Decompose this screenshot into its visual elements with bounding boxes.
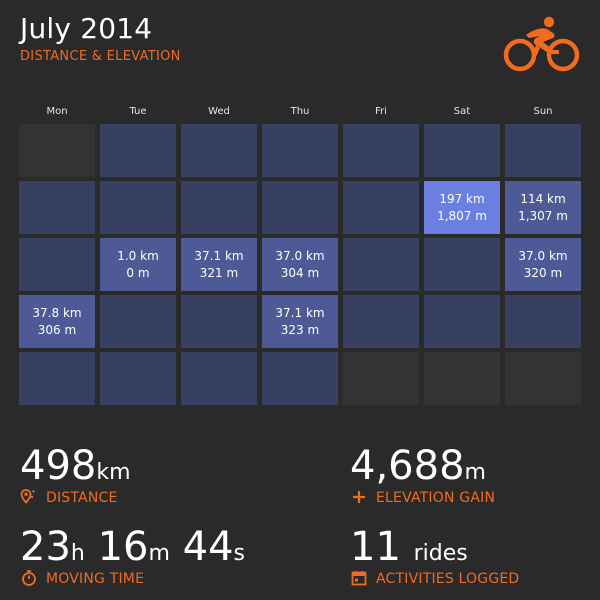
moving-time-hours: 23: [20, 524, 71, 570]
activities-unit: rides: [413, 541, 468, 566]
calendar-day-cell: [343, 352, 419, 405]
calendar-day-cell[interactable]: [424, 238, 500, 291]
calendar-day-cell[interactable]: [181, 295, 257, 348]
calendar-day-cell[interactable]: 37.1 km 323 m: [262, 295, 338, 348]
weekday-label: Mon: [46, 106, 68, 117]
elevation-value: 4,688: [350, 443, 465, 489]
calendar-day-cell[interactable]: [181, 124, 257, 177]
activities-value: 11: [350, 524, 401, 570]
distance-stat: 498km DISTANCE: [20, 444, 131, 506]
moving-time-stat: 23h 16m 44s MOVING TIME: [20, 525, 245, 587]
calendar-day-cell[interactable]: [100, 295, 176, 348]
activities-value-row: 11 rides: [350, 525, 468, 576]
calendar-day-cell[interactable]: [19, 181, 95, 234]
distance-value: 498: [20, 443, 97, 489]
calendar-day-cell[interactable]: 197 km 1,807 m: [424, 181, 500, 234]
calendar-day-cell[interactable]: [100, 352, 176, 405]
day-distance: 1.0 km: [117, 248, 159, 263]
cyclist-icon: [503, 16, 580, 72]
calendar-day-cell[interactable]: 37.0 km 320 m: [505, 238, 581, 291]
distance-unit: km: [96, 460, 131, 485]
day-elevation: 1,307 m: [518, 208, 568, 223]
weekday-label: Sun: [533, 106, 553, 117]
day-distance: 37.0 km: [518, 248, 568, 263]
day-distance: 37.1 km: [194, 248, 244, 263]
calendar-day-cell[interactable]: 37.8 km 306 m: [19, 295, 95, 348]
moving-time-hours-unit: h: [70, 541, 85, 566]
calendar-day-cell[interactable]: [262, 352, 338, 405]
weekday-label: Sat: [453, 106, 471, 117]
activities-label: ACTIVITIES LOGGED: [376, 571, 520, 587]
calendar-day-cell[interactable]: [19, 238, 95, 291]
day-distance: 197 km: [439, 191, 485, 206]
elevation-label: ELEVATION GAIN: [376, 490, 496, 506]
moving-time-minutes-unit: m: [148, 541, 170, 566]
calendar-day-cell[interactable]: [424, 295, 500, 348]
calendar-day-cell[interactable]: [343, 181, 419, 234]
weekday-label: Tue: [129, 106, 147, 117]
moving-time-minutes: 16: [97, 524, 149, 570]
day-elevation: 0 m: [126, 265, 150, 280]
day-elevation: 304 m: [280, 265, 320, 280]
calendar-day-cell[interactable]: 114 km 1,307 m: [505, 181, 581, 234]
plus-icon: [353, 491, 365, 503]
moving-time-value-row: 23h 16m 44s: [20, 525, 245, 576]
day-elevation: 323 m: [280, 322, 320, 337]
calendar-day-cell[interactable]: 37.1 km 321 m: [181, 238, 257, 291]
moving-time-seconds: 44: [182, 524, 234, 570]
calendar-day-cell[interactable]: [262, 181, 338, 234]
calendar-day-cell[interactable]: [343, 124, 419, 177]
activities-stat: 11 rides ACTIVITIES LOGGED: [350, 525, 519, 587]
calendar-day-cell: [505, 352, 581, 405]
weekday-label: Thu: [290, 106, 310, 117]
calendar-day-cell[interactable]: [100, 181, 176, 234]
day-elevation: 321 m: [199, 265, 239, 280]
calendar-day-cell[interactable]: [181, 181, 257, 234]
distance-label: DISTANCE: [46, 490, 118, 506]
calendar-day-cell[interactable]: [505, 295, 581, 348]
calendar-day-cell: [424, 352, 500, 405]
calendar-day-cell: [19, 124, 95, 177]
day-distance: 114 km: [520, 191, 566, 206]
day-elevation: 306 m: [37, 322, 77, 337]
page-subtitle: DISTANCE & ELEVATION: [20, 49, 181, 64]
calendar-icon: [351, 571, 367, 586]
calendar-day-cell[interactable]: [424, 124, 500, 177]
weekday-header: Mon Tue Wed Thu Fri Sat Sun: [19, 106, 581, 120]
calendar-day-cell[interactable]: [19, 352, 95, 405]
elevation-unit: m: [464, 460, 486, 485]
weekday-label: Fri: [375, 106, 387, 117]
day-distance: 37.1 km: [275, 305, 325, 320]
day-distance: 37.8 km: [32, 305, 82, 320]
calendar-day-cell[interactable]: [343, 295, 419, 348]
page-title: July 2014: [20, 12, 153, 45]
calendar-day-cell[interactable]: [505, 124, 581, 177]
elevation-stat: 4,688m ELEVATION GAIN: [350, 444, 495, 506]
moving-time-label: MOVING TIME: [46, 571, 145, 587]
calendar-day-cell[interactable]: [262, 124, 338, 177]
calendar-day-cell[interactable]: 1.0 km 0 m: [100, 238, 176, 291]
day-elevation: 1,807 m: [437, 208, 487, 223]
location-pin-icon: [20, 489, 35, 504]
calendar-day-cell[interactable]: [343, 238, 419, 291]
stopwatch-icon: [22, 570, 36, 586]
elevation-value-row: 4,688m: [350, 444, 486, 495]
distance-value-row: 498km: [20, 444, 131, 495]
day-elevation: 320 m: [523, 265, 563, 280]
calendar-day-cell[interactable]: [181, 352, 257, 405]
moving-time-seconds-unit: s: [233, 541, 246, 566]
weekday-label: Wed: [208, 106, 230, 117]
calendar-grid: 197 km 1,807 m 114 km 1,307 m 1.0 km 0 m 37.1 …: [19, 124, 581, 405]
calendar-day-cell[interactable]: [100, 124, 176, 177]
calendar-day-cell[interactable]: 37.0 km 304 m: [262, 238, 338, 291]
day-distance: 37.0 km: [275, 248, 325, 263]
